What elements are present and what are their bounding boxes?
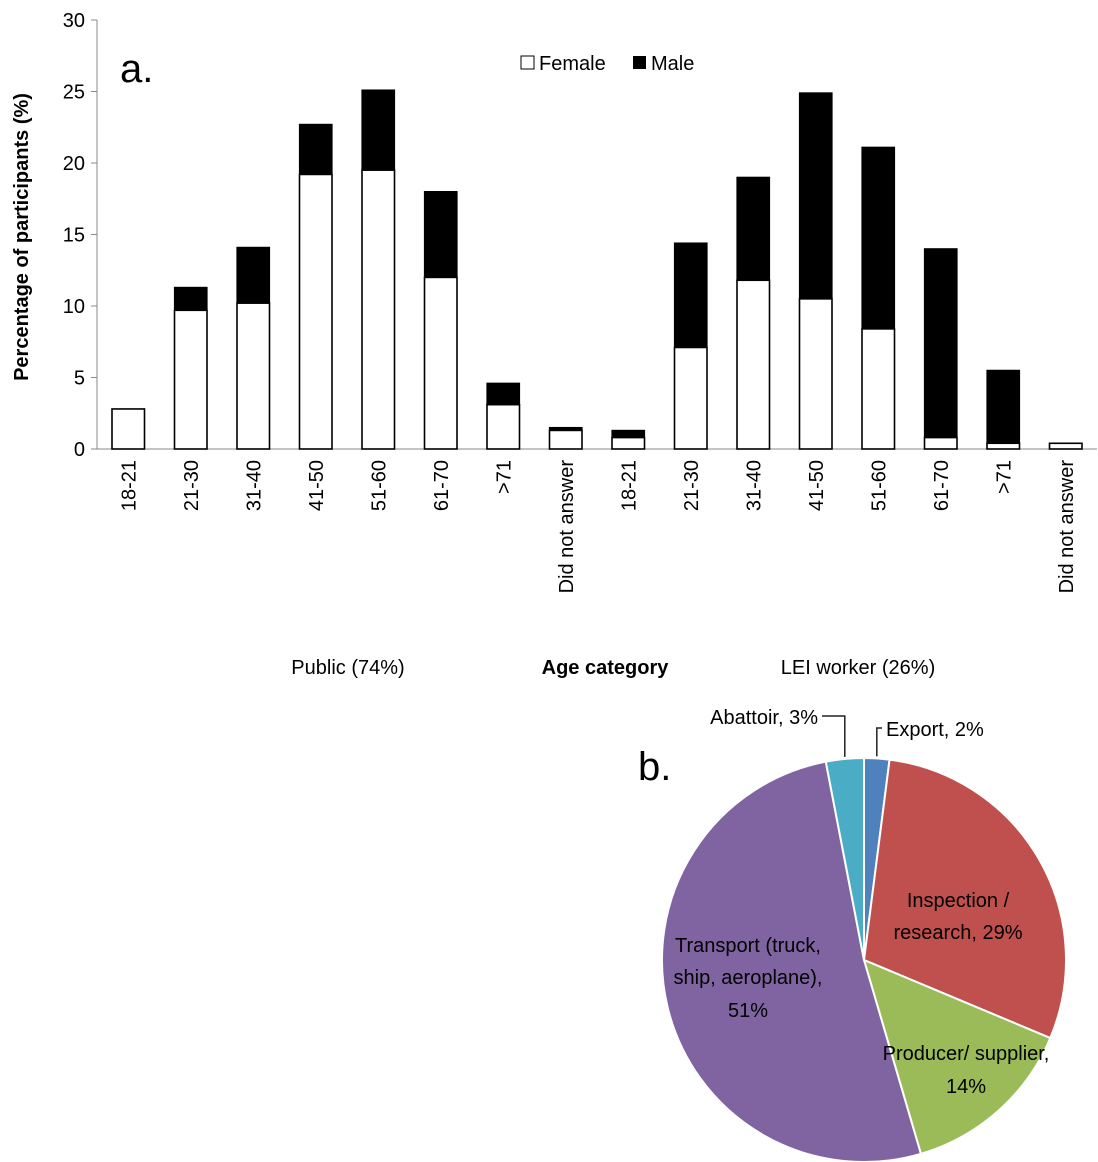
bar-segment-female — [861, 328, 896, 450]
group-label-public: Public (74%) — [291, 657, 404, 679]
bar-segment-female — [736, 279, 771, 450]
pie-label: Producer/ supplier, — [883, 1043, 1050, 1065]
y-tick-label: 20 — [63, 153, 85, 175]
x-tick-label: 31-40 — [243, 460, 265, 511]
bar-segment-male — [423, 191, 458, 279]
bar-segment-female — [298, 173, 333, 450]
pie-chart: b. Export, 2% Inspection / research, 29% Pr… — [638, 707, 1067, 1162]
bar-segment-female — [923, 436, 958, 450]
bar-segment-female — [548, 429, 583, 450]
pie-label: Abattoir, 3% — [710, 707, 818, 729]
x-tick-label: 61-70 — [931, 460, 953, 511]
bars — [111, 89, 1083, 450]
bar-segment-male — [986, 369, 1021, 444]
bar-segment-female — [1048, 442, 1083, 450]
pie-slice — [824, 756, 865, 961]
bar-segment-male — [298, 123, 333, 176]
y-tick-label: 30 — [63, 10, 85, 32]
x-tick-label: 31-40 — [743, 460, 765, 511]
bar-segment-female — [173, 309, 208, 450]
pie-label: 51% — [728, 1000, 768, 1022]
x-tick-label: 21-30 — [681, 460, 703, 511]
bar-segment-male — [673, 242, 708, 349]
bar-segment-male — [923, 248, 958, 439]
bar-segment-female — [111, 408, 146, 450]
bar-segment-male — [361, 89, 396, 171]
pie-leader-line — [876, 727, 882, 757]
panel-label-b: b. — [638, 745, 671, 789]
legend-swatch-female — [520, 55, 535, 70]
legend-swatch-male — [633, 56, 646, 69]
bar-segment-female — [361, 169, 396, 450]
pie-slice — [862, 758, 1067, 1040]
pie-slices — [661, 756, 1067, 1162]
pie-label: ship, aeroplane), — [674, 967, 823, 989]
x-tick-label: 18-21 — [618, 460, 640, 511]
x-tick-label: 51-60 — [868, 460, 890, 511]
pie-slice — [661, 760, 923, 1162]
pie-labels: Export, 2% Inspection / research, 29% Produ… — [674, 707, 1050, 1098]
x-tick-label: >71 — [993, 460, 1015, 494]
legend-label-female: Female — [539, 53, 606, 75]
x-tick-label: 41-50 — [806, 460, 828, 511]
panel-label-a: a. — [120, 47, 153, 91]
pie-leader-line — [822, 715, 846, 757]
bar-segment-female — [673, 346, 708, 450]
pie-label: Export, 2% — [886, 719, 984, 741]
x-tick-label: 41-50 — [306, 460, 328, 511]
stacked-bar-chart: a. Percentage of participants (%) 0 5 10 15… — [11, 10, 1097, 679]
x-tick-label: 61-70 — [431, 460, 453, 511]
bar-segment-female — [486, 403, 521, 450]
bar-segment-female — [611, 436, 646, 450]
bar-segment-male — [861, 146, 896, 330]
y-tick-label: 5 — [74, 368, 85, 390]
y-tick-label: 25 — [63, 82, 85, 104]
bar-segment-female — [986, 442, 1021, 450]
pie-slice — [862, 958, 1052, 1156]
bar-segment-male — [486, 382, 521, 406]
x-tick-label: Did not answer — [1056, 460, 1078, 594]
x-tick-label: 51-60 — [368, 460, 390, 511]
pie-label: Inspection / — [907, 890, 1010, 912]
x-tick-label: >71 — [493, 460, 515, 494]
legend-label-male: Male — [651, 53, 694, 75]
x-axis-title: Age category — [542, 657, 670, 679]
x-tick-labels: 18-21 21-30 31-40 41-50 51-60 61-70 >71 Did not… — [118, 460, 1078, 594]
group-label-lei-worker: LEI worker (26%) — [781, 657, 936, 679]
bar-segment-male — [611, 429, 646, 439]
bar-segment-male — [798, 92, 833, 300]
y-tick-label: 10 — [63, 296, 85, 318]
pie-label: Transport (truck, — [675, 935, 821, 957]
y-tick-label: 0 — [74, 439, 85, 461]
y-tick-label: 15 — [63, 225, 85, 247]
bar-segment-female — [236, 302, 271, 450]
pie-label: research, 29% — [894, 922, 1023, 944]
bar-segment-male — [736, 176, 771, 281]
bar-segment-male — [236, 246, 271, 304]
pie-label: 14% — [946, 1076, 986, 1098]
x-tick-label: 18-21 — [118, 460, 140, 511]
x-tick-label: Did not answer — [556, 460, 578, 594]
bar-segment-male — [173, 286, 208, 311]
bar-segment-female — [423, 276, 458, 450]
pie-leader-lines — [822, 715, 882, 757]
x-tick-label: 21-30 — [181, 460, 203, 511]
bar-segment-female — [798, 298, 833, 450]
y-axis-title: Percentage of participants (%) — [11, 93, 33, 381]
legend: Female Male — [520, 53, 694, 75]
